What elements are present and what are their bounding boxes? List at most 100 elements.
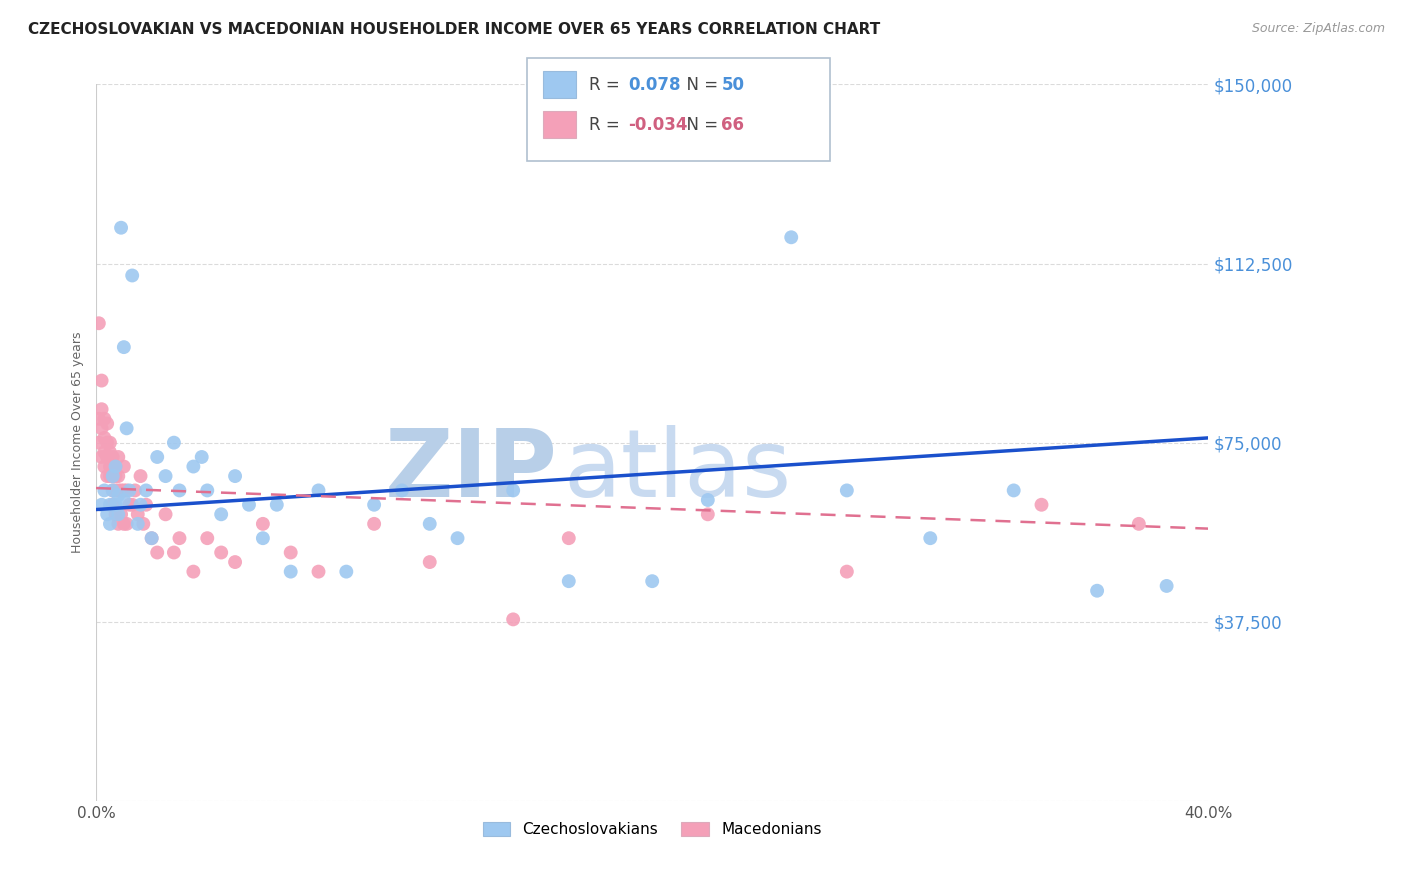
- Point: [502, 483, 524, 498]
- Point: [93, 483, 115, 498]
- Point: [115, 421, 138, 435]
- Point: [835, 565, 858, 579]
- Point: [835, 483, 858, 498]
- Point: [118, 498, 141, 512]
- Point: [135, 498, 157, 512]
- Point: [195, 483, 218, 498]
- Point: [280, 565, 302, 579]
- Text: 66: 66: [721, 116, 744, 134]
- Point: [96, 417, 118, 431]
- Point: [87, 411, 110, 425]
- Point: [1128, 516, 1150, 531]
- Point: [112, 340, 135, 354]
- Point: [104, 508, 127, 522]
- Point: [107, 508, 129, 522]
- Point: [163, 435, 186, 450]
- Point: [419, 516, 441, 531]
- Point: [90, 374, 112, 388]
- Text: R =: R =: [589, 76, 626, 94]
- Point: [110, 483, 132, 498]
- Point: [107, 516, 129, 531]
- Point: [920, 531, 942, 545]
- Point: [98, 459, 121, 474]
- Point: [127, 516, 149, 531]
- Point: [104, 459, 127, 474]
- Point: [280, 545, 302, 559]
- Point: [101, 483, 124, 498]
- Point: [121, 268, 143, 283]
- Point: [112, 493, 135, 508]
- Point: [146, 545, 169, 559]
- Point: [112, 516, 135, 531]
- Point: [195, 531, 218, 545]
- Point: [101, 469, 124, 483]
- Text: N =: N =: [676, 116, 724, 134]
- Text: R =: R =: [589, 116, 626, 134]
- Point: [696, 508, 718, 522]
- Point: [90, 498, 112, 512]
- Point: [104, 483, 127, 498]
- Point: [1002, 483, 1025, 498]
- Point: [224, 469, 246, 483]
- Point: [93, 431, 115, 445]
- Point: [169, 483, 191, 498]
- Point: [110, 508, 132, 522]
- Point: [252, 531, 274, 545]
- Point: [98, 435, 121, 450]
- Point: [93, 459, 115, 474]
- Point: [129, 469, 152, 483]
- Text: -0.034: -0.034: [628, 116, 688, 134]
- Point: [696, 493, 718, 508]
- Point: [124, 483, 146, 498]
- Point: [101, 459, 124, 474]
- Point: [141, 531, 163, 545]
- Point: [96, 508, 118, 522]
- Point: [115, 483, 138, 498]
- Point: [101, 483, 124, 498]
- Point: [101, 498, 124, 512]
- Point: [87, 435, 110, 450]
- Point: [107, 483, 129, 498]
- Point: [363, 516, 385, 531]
- Y-axis label: Householder Income Over 65 years: Householder Income Over 65 years: [72, 332, 84, 553]
- Point: [101, 469, 124, 483]
- Point: [98, 516, 121, 531]
- Point: [1156, 579, 1178, 593]
- Point: [104, 459, 127, 474]
- Point: [98, 469, 121, 483]
- Point: [209, 545, 232, 559]
- Point: [90, 421, 112, 435]
- Point: [107, 488, 129, 502]
- Point: [87, 316, 110, 330]
- Text: 50: 50: [721, 76, 744, 94]
- Point: [780, 230, 803, 244]
- Point: [96, 469, 118, 483]
- Text: atlas: atlas: [564, 425, 792, 517]
- Point: [104, 469, 127, 483]
- Point: [118, 483, 141, 498]
- Point: [90, 402, 112, 417]
- Point: [308, 565, 330, 579]
- Point: [146, 450, 169, 464]
- Point: [141, 531, 163, 545]
- Text: 0.078: 0.078: [628, 76, 681, 94]
- Point: [641, 574, 664, 589]
- Point: [110, 220, 132, 235]
- Point: [98, 498, 121, 512]
- Point: [107, 469, 129, 483]
- Point: [363, 498, 385, 512]
- Point: [96, 435, 118, 450]
- Point: [183, 459, 205, 474]
- Point: [112, 483, 135, 498]
- Point: [183, 565, 205, 579]
- Point: [132, 516, 155, 531]
- Point: [135, 483, 157, 498]
- Point: [163, 545, 186, 559]
- Point: [169, 531, 191, 545]
- Point: [155, 469, 177, 483]
- Point: [209, 508, 232, 522]
- Text: N =: N =: [676, 76, 724, 94]
- Point: [252, 516, 274, 531]
- Point: [115, 516, 138, 531]
- Point: [238, 498, 260, 512]
